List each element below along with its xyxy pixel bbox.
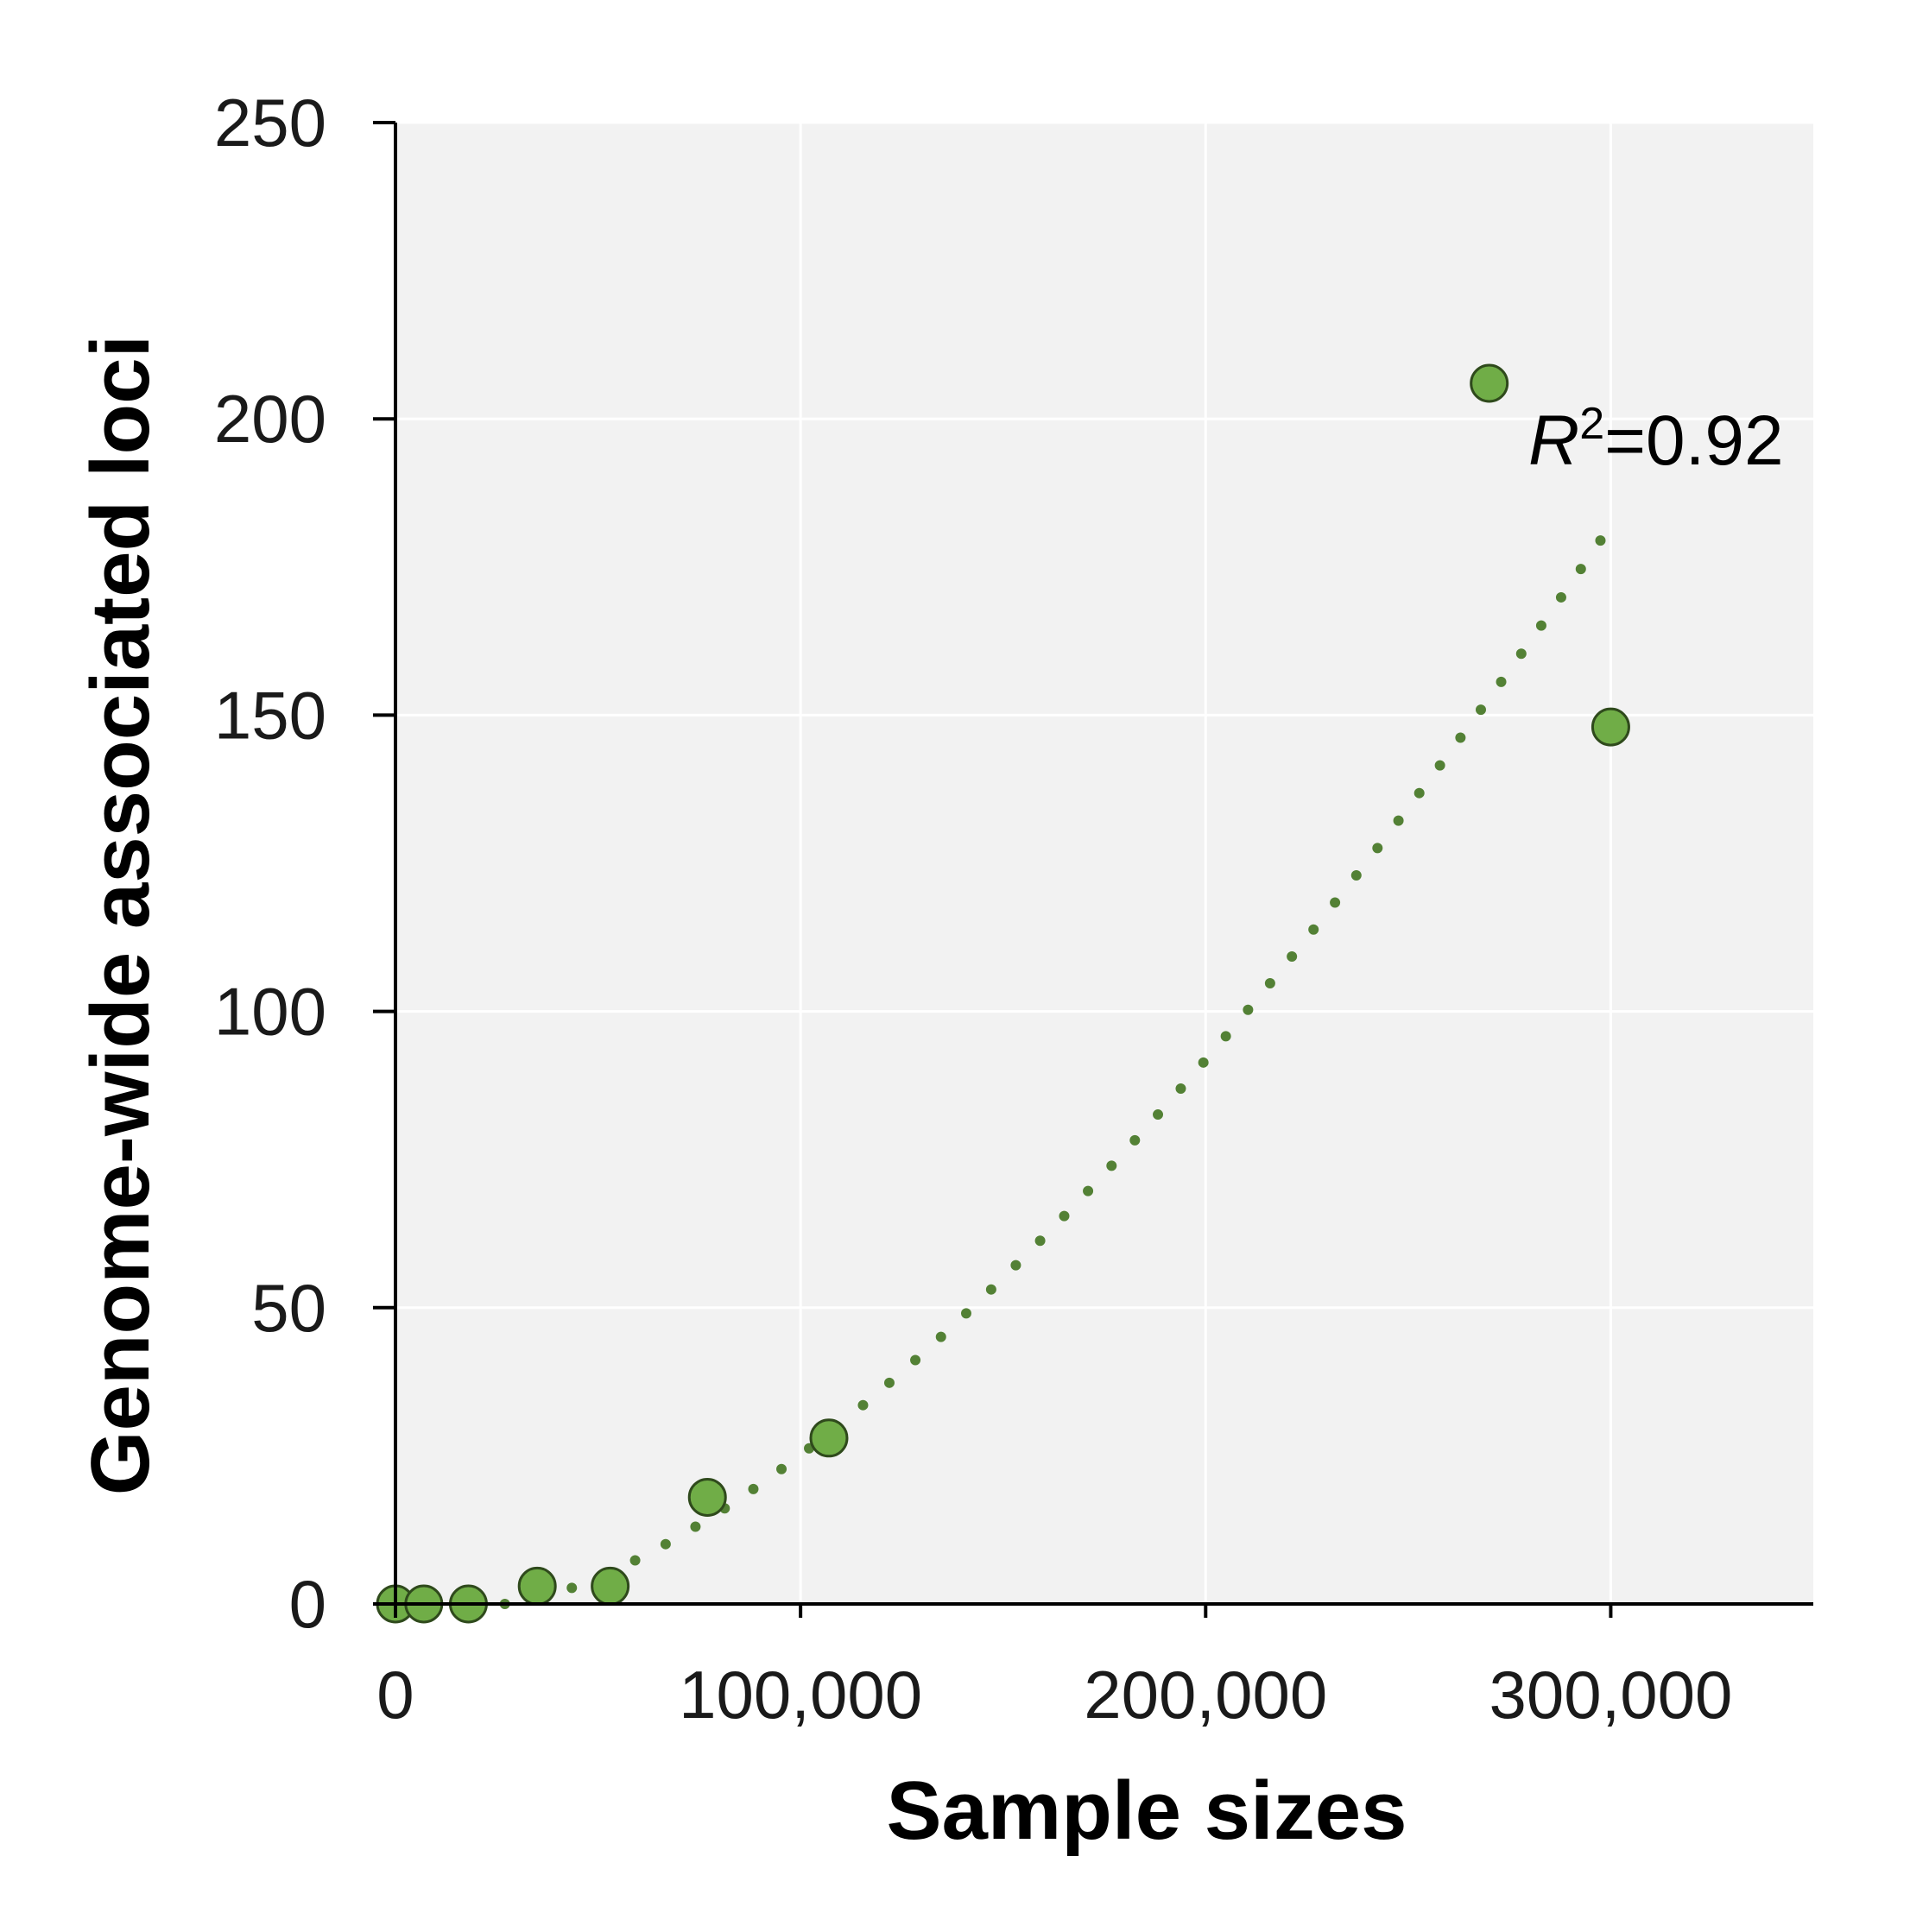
y-tick-label: 50 <box>251 1270 326 1346</box>
data-point <box>809 1418 849 1458</box>
x-axis-ticks: 0 100,000 200,000 300,000 <box>376 1604 1732 1733</box>
r-squared-annotation: R2=0.92 <box>1528 399 1784 480</box>
y-tick-label: 250 <box>214 85 326 161</box>
r-symbol: R <box>1528 401 1579 480</box>
r-squared-value: =0.92 <box>1604 401 1783 480</box>
y-axis-title: Genome-wide associated loci <box>74 335 167 1495</box>
y-tick-label: 0 <box>289 1566 326 1642</box>
y-tick-label: 100 <box>214 974 326 1050</box>
plot-background <box>395 123 1813 1604</box>
x-tick-label: 100,000 <box>679 1657 922 1733</box>
data-point <box>1470 363 1509 403</box>
grid-lines <box>395 121 1813 1604</box>
y-axis-ticks: 0 50 100 150 200 250 <box>214 85 395 1642</box>
x-axis-title: Sample sizes <box>887 1765 1407 1857</box>
x-tick-label: 300,000 <box>1489 1657 1732 1733</box>
r-superscript: 2 <box>1579 399 1604 449</box>
data-point <box>591 1566 630 1606</box>
data-point <box>1591 707 1630 747</box>
y-tick-label: 200 <box>214 381 326 457</box>
x-tick-label: 200,000 <box>1084 1657 1327 1733</box>
data-point <box>687 1477 727 1517</box>
y-tick-label: 150 <box>214 677 326 753</box>
x-tick-label: 0 <box>376 1657 414 1733</box>
data-point <box>517 1566 557 1606</box>
